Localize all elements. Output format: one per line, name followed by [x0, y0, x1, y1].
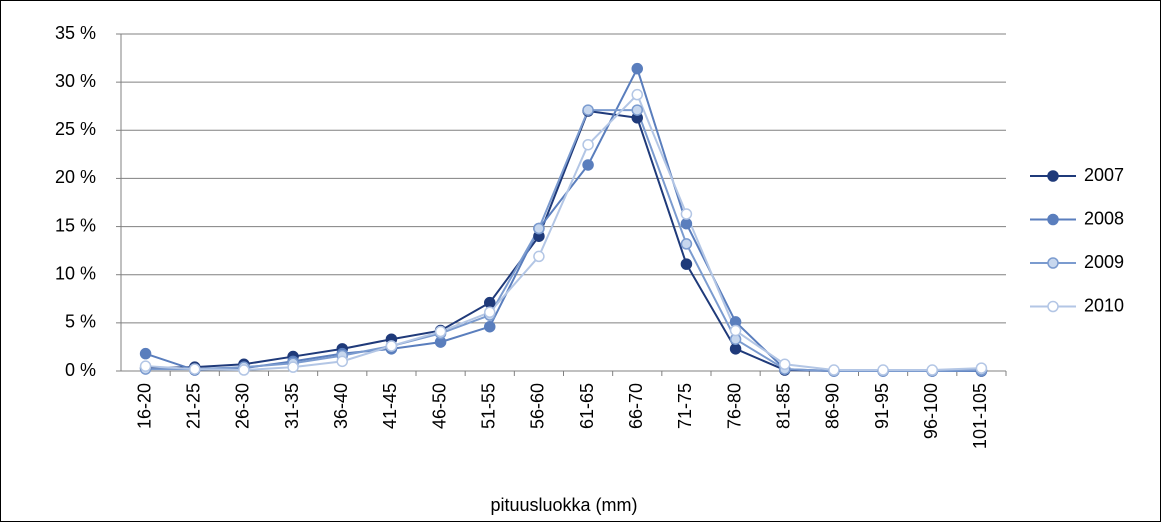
legend-marker [1047, 170, 1059, 182]
data-point [975, 362, 988, 374]
x-tick-label: 31-35 [282, 383, 302, 429]
x-tick-label: 81-85 [774, 383, 794, 429]
legend-label: 2009 [1084, 252, 1124, 272]
y-tick-label: 10 % [55, 263, 96, 283]
x-tick-label: 16-20 [134, 383, 154, 429]
data-point [533, 222, 545, 235]
data-point [582, 138, 594, 151]
legend-label: 2007 [1084, 165, 1124, 185]
data-point [139, 347, 152, 360]
x-tick-label: 96-100 [921, 383, 941, 439]
data-point [631, 88, 643, 101]
x-axis-label: pituusluokka (mm) [490, 495, 637, 515]
legend-marker [1047, 213, 1059, 226]
x-tick-label: 51-55 [479, 383, 499, 429]
x-tick-label: 86-90 [823, 383, 843, 429]
x-tick-label: 41-45 [380, 383, 400, 429]
y-tick-label: 15 % [55, 215, 96, 235]
y-tick-label: 20 % [55, 167, 96, 187]
data-point [779, 358, 791, 371]
legend-label: 2008 [1084, 208, 1124, 228]
legend-marker [1047, 300, 1059, 313]
data-point [680, 208, 693, 220]
data-point [484, 296, 496, 309]
data-point [680, 258, 693, 270]
x-tick-label: 56-60 [528, 383, 548, 429]
y-tick-label: 0 % [65, 360, 96, 380]
y-tick-label: 25 % [55, 119, 96, 139]
x-tick-label: 76-80 [724, 383, 744, 429]
data-point [828, 364, 840, 376]
data-point [680, 238, 693, 250]
data-point [484, 306, 496, 319]
legend-marker [1047, 257, 1059, 269]
series-line [145, 92, 982, 372]
y-tick-label: 30 % [55, 71, 96, 91]
data-point [238, 364, 250, 376]
y-tick-label: 5 % [65, 312, 96, 332]
y-tick-label: 35 % [55, 23, 96, 43]
data-point [533, 250, 545, 263]
x-tick-label: 61-65 [577, 383, 597, 429]
x-tick-label: 91-95 [872, 383, 892, 429]
data-point [680, 217, 693, 230]
data-point [582, 159, 594, 171]
x-tick-label: 71-75 [675, 383, 695, 429]
x-tick-label: 101-105 [970, 383, 990, 449]
data-point [287, 361, 299, 373]
data-point [926, 364, 938, 376]
x-tick-label: 36-40 [331, 383, 351, 429]
data-point [484, 320, 496, 333]
x-tick-label: 21-25 [184, 383, 204, 429]
data-point [729, 324, 742, 337]
x-tick-label: 46-50 [429, 383, 449, 429]
data-point [139, 360, 152, 372]
data-point [434, 325, 447, 338]
x-tick-label: 66-70 [626, 383, 646, 429]
data-point [189, 363, 201, 375]
data-point [385, 340, 398, 352]
legend-label: 2010 [1084, 295, 1124, 315]
data-point [729, 343, 742, 355]
data-point [582, 104, 594, 116]
data-point [631, 104, 643, 116]
x-tick-label: 26-30 [233, 383, 253, 429]
data-point [336, 355, 348, 368]
data-point [631, 62, 643, 75]
data-point [877, 364, 889, 376]
